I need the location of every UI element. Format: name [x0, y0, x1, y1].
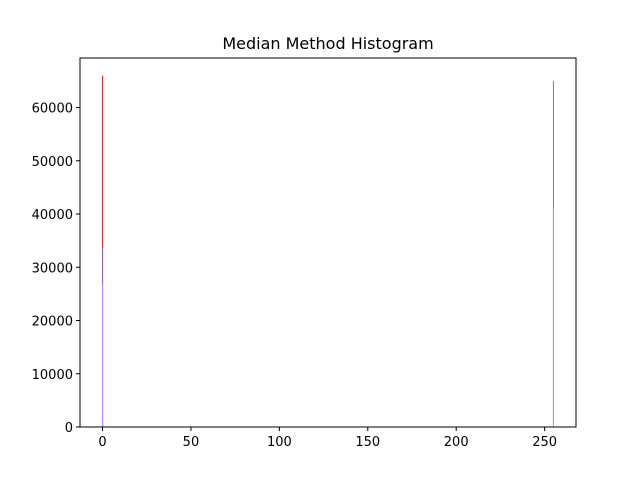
x-tick-label: 100	[267, 435, 292, 450]
bars-group	[102, 75, 554, 428]
x-tick-label: 50	[183, 435, 200, 450]
y-tick-label: 0	[65, 421, 73, 436]
x-tick-label: 200	[444, 435, 469, 450]
y-tick-label: 20000	[32, 315, 73, 330]
y-tick-label: 40000	[32, 208, 73, 223]
y-tick-label: 60000	[32, 102, 73, 117]
bar-series-4-x-255	[552, 208, 554, 427]
y-tick-label: 50000	[32, 155, 73, 170]
x-tick-label: 150	[355, 435, 380, 450]
y-tick-label: 10000	[32, 368, 73, 383]
bar-series-2-x-0	[102, 283, 104, 427]
chart-title: Median Method Histogram	[222, 34, 433, 53]
y-tick-label: 30000	[32, 261, 73, 276]
y-axis: 0 10000 20000 30000 40000 50000 60000	[32, 102, 80, 436]
x-tick-label: 250	[532, 435, 557, 450]
x-tick-label: 0	[98, 435, 106, 450]
x-axis: 0 50 100 150 200 250	[98, 427, 557, 450]
plot-frame	[79, 57, 577, 428]
